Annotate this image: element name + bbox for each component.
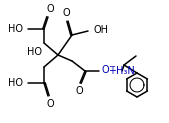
Text: O: O <box>46 99 54 109</box>
Text: OH: OH <box>93 25 108 35</box>
Text: HO: HO <box>8 78 23 88</box>
Text: O: O <box>46 4 54 14</box>
Text: −: − <box>108 62 115 71</box>
Text: +H₃N: +H₃N <box>108 66 135 76</box>
Text: O: O <box>62 8 70 18</box>
Text: HO: HO <box>27 47 42 57</box>
Text: O: O <box>102 65 110 75</box>
Text: HO: HO <box>8 24 23 34</box>
Text: O: O <box>75 86 83 96</box>
